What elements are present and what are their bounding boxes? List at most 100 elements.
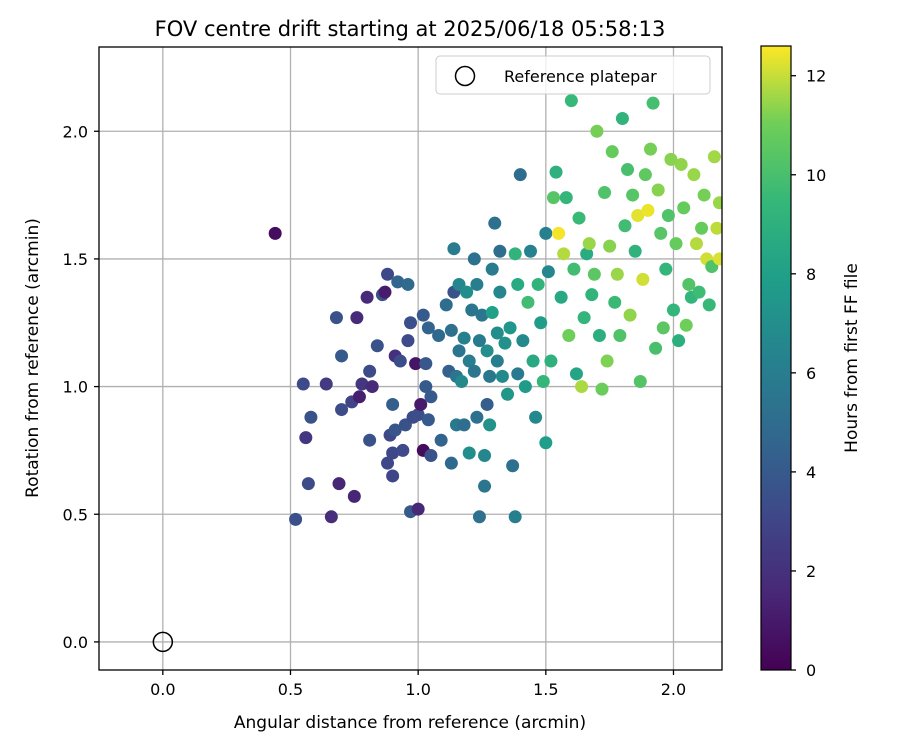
colorbar-tick-label: 6 [806,364,816,383]
data-point [381,267,395,281]
data-point [712,252,722,266]
data-point [462,446,476,460]
data-point [585,288,599,302]
data-point [329,311,343,325]
data-point [391,275,405,289]
data-point [324,510,338,524]
data-point [549,165,563,179]
legend: Reference platepar [435,55,711,95]
data-point [498,336,512,350]
data-point [569,367,583,381]
data-point [687,168,701,182]
data-point [712,196,722,210]
data-point [618,219,632,233]
data-point [536,374,550,388]
data-point [613,329,627,343]
data-point [462,354,476,368]
data-point [386,446,400,460]
reference-platepar-point [152,631,174,653]
colorbar-tick-label: 8 [806,265,816,284]
data-point [605,145,619,159]
data-point [598,186,612,200]
x-axis-label: Angular distance from reference (arcmin) [234,713,586,733]
data-point [416,308,430,322]
data-point [470,410,484,424]
data-point [455,374,469,388]
data-point [335,403,349,417]
data-point [710,221,722,235]
data-point [692,285,706,299]
x-tick-label: 2.0 [661,680,686,699]
data-point [360,290,374,304]
colorbar-tick-label: 2 [806,562,816,581]
data-point [689,237,703,251]
data-point [651,183,665,197]
data-point [378,285,392,299]
data-point [296,377,310,391]
data-point [444,323,458,337]
data-point [457,418,471,432]
data-point [355,377,369,391]
data-point [572,211,586,225]
data-point [623,308,637,322]
data-point [304,410,318,424]
data-point [682,277,696,291]
data-point [590,124,604,138]
data-point [465,303,479,317]
data-point [490,354,504,368]
data-point [404,316,417,330]
data-point [524,244,538,258]
colorbar-label: Hours from first FF file [842,263,862,453]
y-tick-label: 1.0 [63,378,88,397]
data-point [659,262,673,276]
data-point [424,449,438,463]
data-point [508,247,522,261]
data-point [580,247,594,261]
data-point [419,380,433,394]
data-point [289,512,303,526]
data-point [562,329,576,343]
data-point [480,397,494,411]
data-point [363,364,377,378]
data-point [501,387,515,401]
data-point [483,418,497,432]
data-point [679,318,693,332]
data-point [506,459,520,473]
data-point [615,111,629,125]
data-point [516,334,530,348]
data-point [511,277,525,291]
data-point [564,94,578,108]
data-point [467,364,481,378]
data-point [493,244,507,258]
data-point [393,354,407,368]
data-point [490,326,504,340]
data-point [610,267,624,281]
x-tick-label: 0.5 [278,680,303,699]
data-point [467,252,481,266]
colorbar-tick-label: 12 [806,67,826,86]
data-point [638,168,652,182]
data-point [434,433,448,447]
data-point [656,321,670,335]
data-point [531,277,545,291]
scatter-points [268,94,722,526]
data-point [480,344,494,358]
data-point [508,510,522,524]
data-point [488,216,502,230]
x-tick-label: 0.0 [150,680,175,699]
data-point [541,265,555,279]
data-point [707,150,721,164]
data-point [603,239,617,253]
data-point [483,369,497,383]
x-tick-label: 1.5 [533,680,558,699]
data-point [478,479,492,493]
data-point [470,277,484,291]
data-point [674,157,688,171]
data-point [649,341,663,355]
reference-marker [152,631,174,653]
data-point [646,96,660,110]
data-point [414,397,428,411]
legend-marker-icon [454,65,476,87]
data-point [697,188,711,202]
data-point [626,188,640,202]
